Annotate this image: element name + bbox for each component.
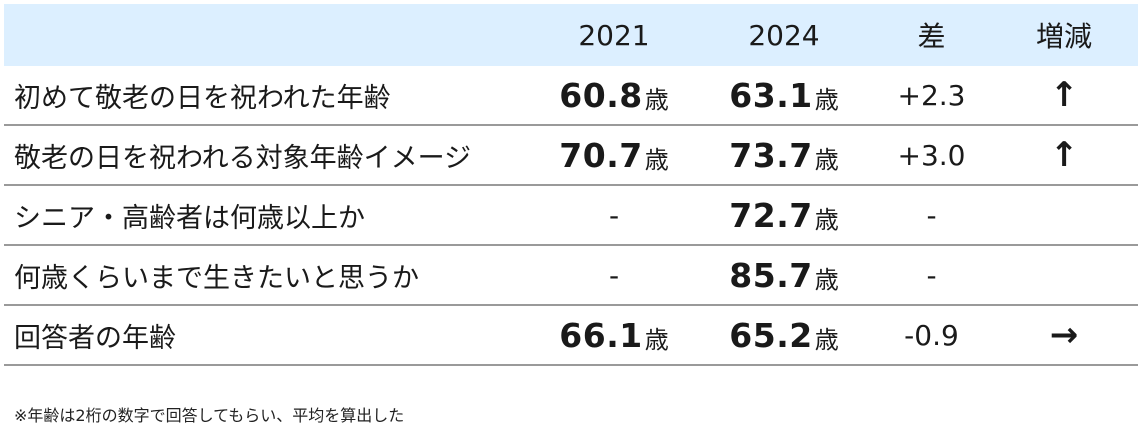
value-2024-number: 63.1 <box>729 75 813 115</box>
value-2021: 66.1 歳 <box>534 306 694 364</box>
trend-empty <box>994 246 1134 304</box>
value-2021-number: 66.1 <box>559 315 643 355</box>
row-label: 回答者の年齢 <box>14 322 176 354</box>
table-header: 2021 2024 差 増減 <box>4 4 1138 66</box>
value-2021: 70.7 歳 <box>534 126 694 184</box>
unit-label: 歳 <box>814 85 839 114</box>
row-label: シニア・高齢者は何歳以上か <box>14 202 365 234</box>
diff-value: -0.9 <box>904 318 959 352</box>
unit-label: 歳 <box>814 265 839 294</box>
value-2024: 72.7 歳 <box>699 186 869 244</box>
header-diff: 差 <box>917 20 946 53</box>
table-row: 何歳くらいまで生きたいと思うか - 85.7 歳 - <box>4 246 1138 306</box>
diff-value: - <box>926 198 937 232</box>
value-2024: 63.1 歳 <box>699 66 869 124</box>
header-2024: 2024 <box>748 18 820 52</box>
value-2024: 73.7 歳 <box>699 126 869 184</box>
unit-label: 歳 <box>644 85 669 114</box>
table-row: 初めて敬老の日を祝われた年齢 60.8 歳 63.1 歳 +2.3 ↑ <box>4 66 1138 126</box>
value-2024-number: 72.7 <box>729 195 813 235</box>
value-2024: 65.2 歳 <box>699 306 869 364</box>
unit-label: 歳 <box>644 325 669 354</box>
table-row: シニア・高齢者は何歳以上か - 72.7 歳 - <box>4 186 1138 246</box>
value-2021-number: 70.7 <box>559 135 643 175</box>
trend-empty <box>994 186 1134 244</box>
value-2024-number: 65.2 <box>729 315 813 355</box>
value-2024-number: 73.7 <box>729 135 813 175</box>
arrow-up-icon: ↑ <box>1049 75 1079 115</box>
unit-label: 歳 <box>814 205 839 234</box>
header-2021: 2021 <box>578 18 650 52</box>
header-label <box>14 4 534 66</box>
table-row: 敬老の日を祝われる対象年齢イメージ 70.7 歳 73.7 歳 +3.0 ↑ <box>4 126 1138 186</box>
value-2021: - <box>608 198 620 232</box>
header-trend: 増減 <box>1035 20 1092 53</box>
arrow-up-icon: ↑ <box>1049 135 1079 175</box>
value-2021: - <box>608 258 620 292</box>
footnote: ※年齢は2桁の数字で回答してもらい、平均を算出した <box>14 406 405 425</box>
arrow-right-icon: → <box>1049 315 1079 355</box>
unit-label: 歳 <box>814 145 839 174</box>
row-label: 初めて敬老の日を祝われた年齢 <box>14 82 391 114</box>
value-2021-number: 60.8 <box>559 75 643 115</box>
value-2021: 60.8 歳 <box>534 66 694 124</box>
table-row: 回答者の年齢 66.1 歳 65.2 歳 -0.9 → <box>4 306 1138 366</box>
diff-value: - <box>926 258 937 292</box>
value-2024-number: 85.7 <box>729 255 813 295</box>
diff-value: +3.0 <box>897 138 966 172</box>
unit-label: 歳 <box>644 145 669 174</box>
row-label: 敬老の日を祝われる対象年齢イメージ <box>14 142 472 174</box>
value-2024: 85.7 歳 <box>699 246 869 304</box>
row-label: 何歳くらいまで生きたいと思うか <box>14 262 419 294</box>
age-comparison-table: 2021 2024 差 増減 初めて敬老の日を祝われた年齢 60.8 歳 63.1… <box>4 4 1138 366</box>
diff-value: +2.3 <box>897 78 966 112</box>
unit-label: 歳 <box>814 325 839 354</box>
